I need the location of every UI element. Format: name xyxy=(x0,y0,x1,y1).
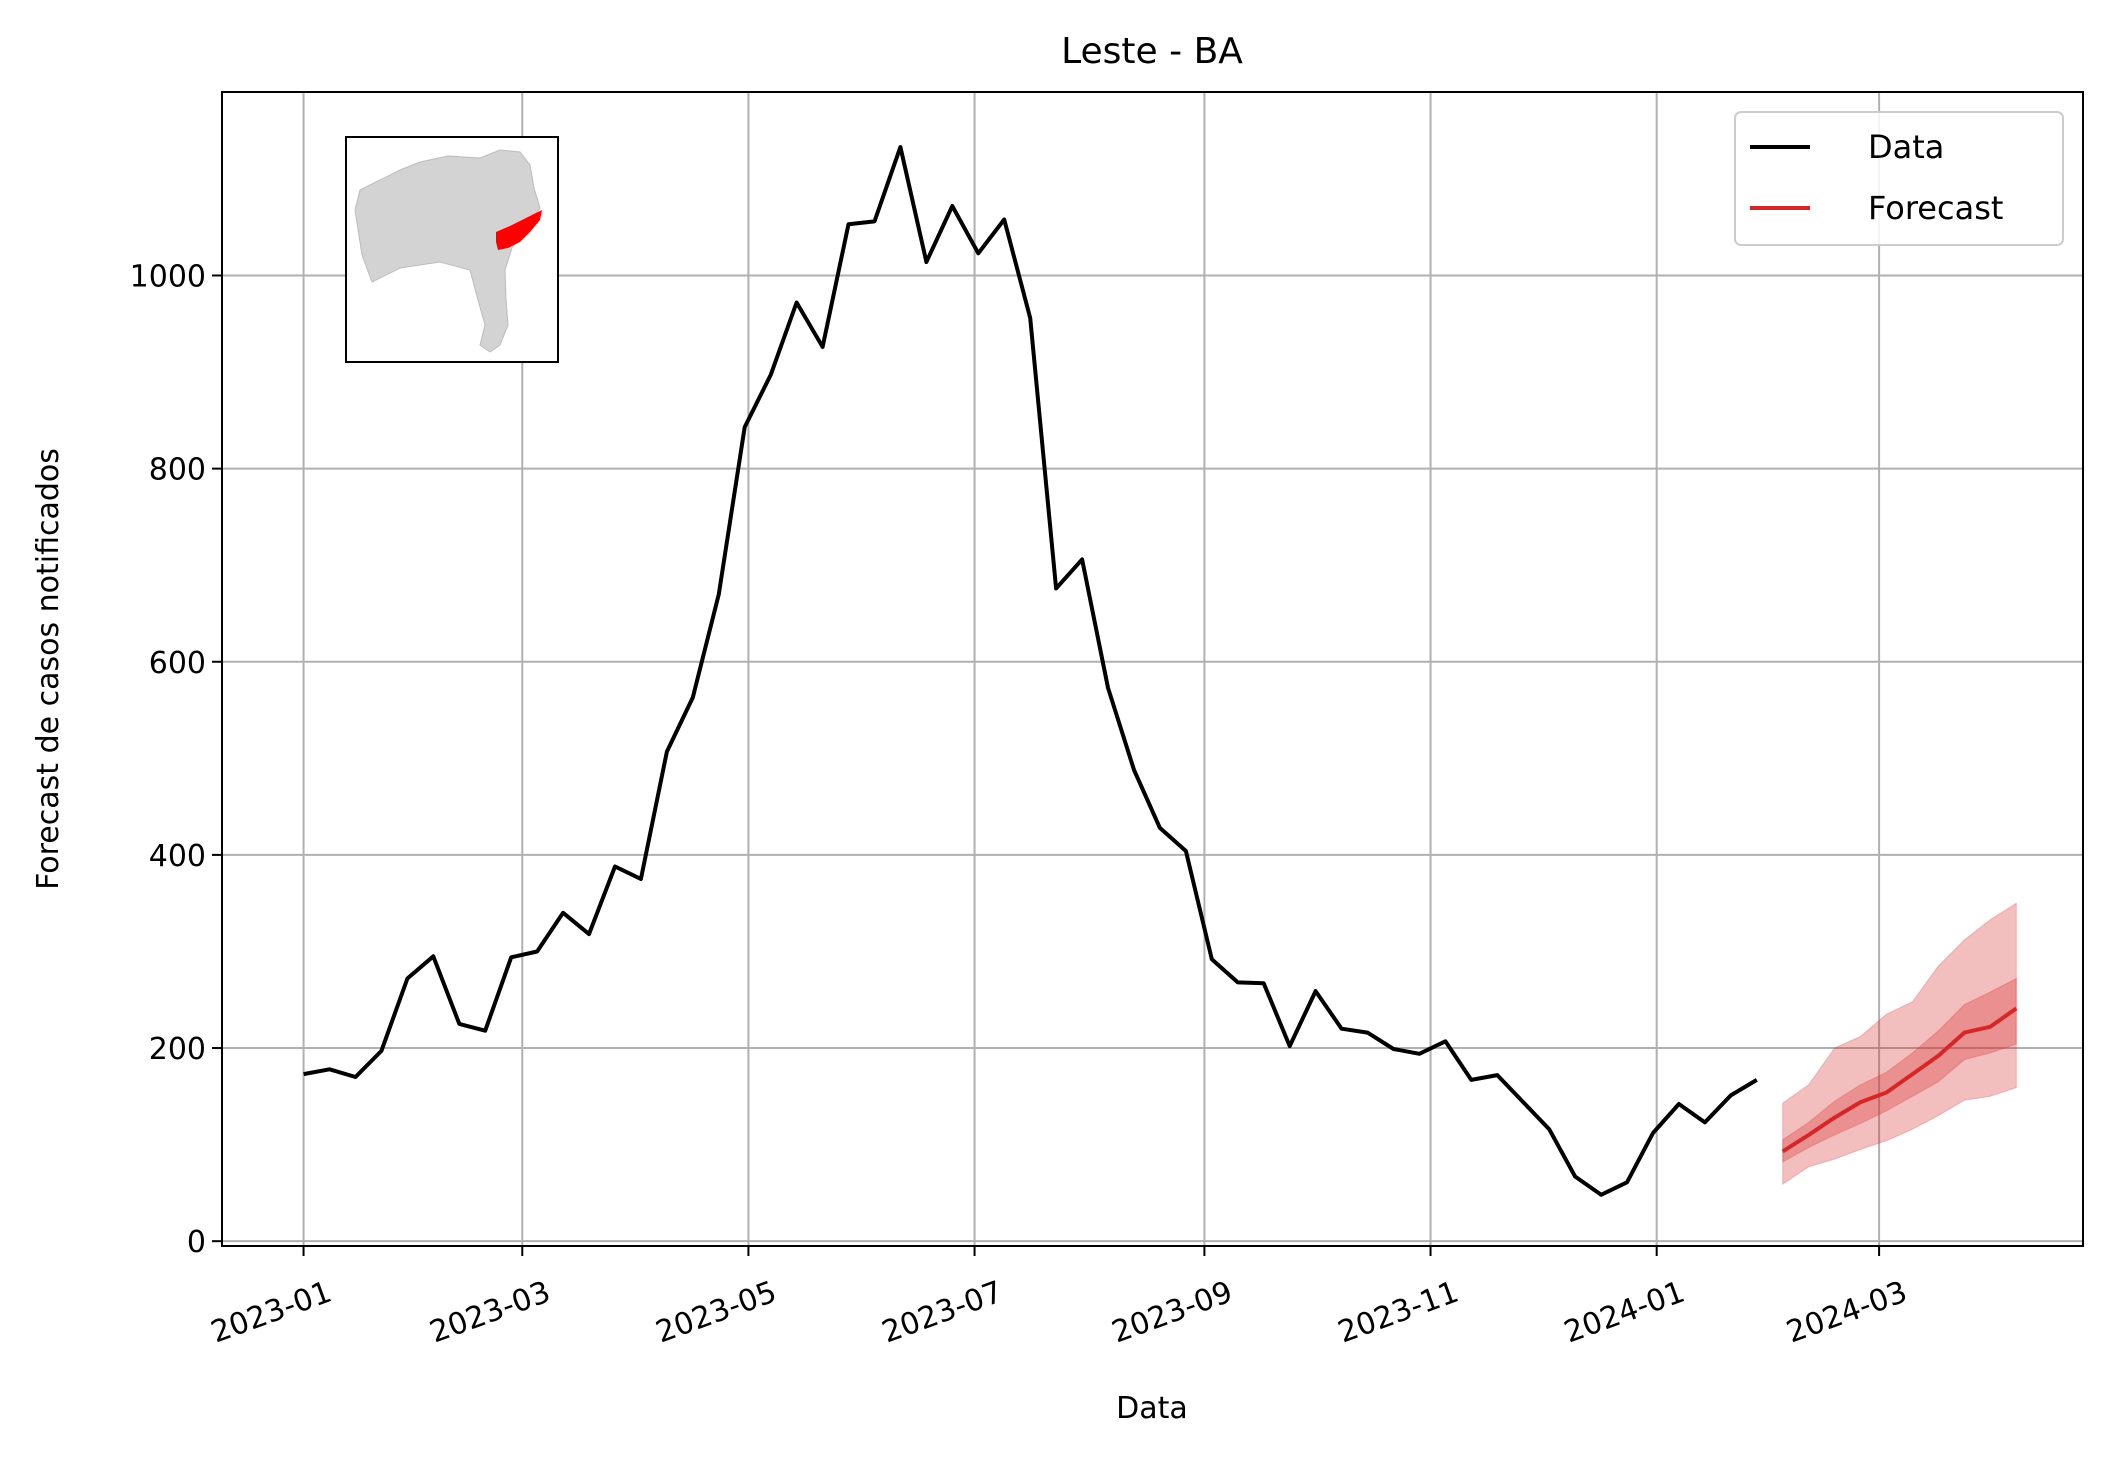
forecast-inner-interval xyxy=(1782,977,2017,1163)
legend-data-label: Data xyxy=(1868,128,1944,166)
plot-area-frame xyxy=(221,91,2084,1247)
series-lines xyxy=(303,145,2018,1197)
inset-map xyxy=(345,136,559,363)
x-axis-label: Data xyxy=(1116,1391,1188,1426)
legend-box xyxy=(1734,111,2064,246)
legend: Data Forecast xyxy=(1734,111,2064,246)
y-axis-label: Forecast de casos notificados xyxy=(31,448,66,890)
y-tick-label: 600 xyxy=(149,646,206,681)
y-tick-label: 0 xyxy=(187,1225,206,1260)
legend-forecast-label: Forecast xyxy=(1868,189,2003,227)
y-tick-label: 400 xyxy=(149,839,206,874)
y-tick-label: 200 xyxy=(149,1032,206,1067)
gridlines xyxy=(222,92,2083,1246)
forecast-series-line xyxy=(1781,1006,2018,1154)
leste-region-highlight xyxy=(496,210,542,250)
chart-title: Leste - BA xyxy=(1061,31,1243,72)
y-tick-label: 800 xyxy=(149,453,206,488)
bahia-state-shape xyxy=(354,149,541,353)
data-series-line xyxy=(303,145,1758,1197)
y-tick-label: 1000 xyxy=(130,259,206,294)
